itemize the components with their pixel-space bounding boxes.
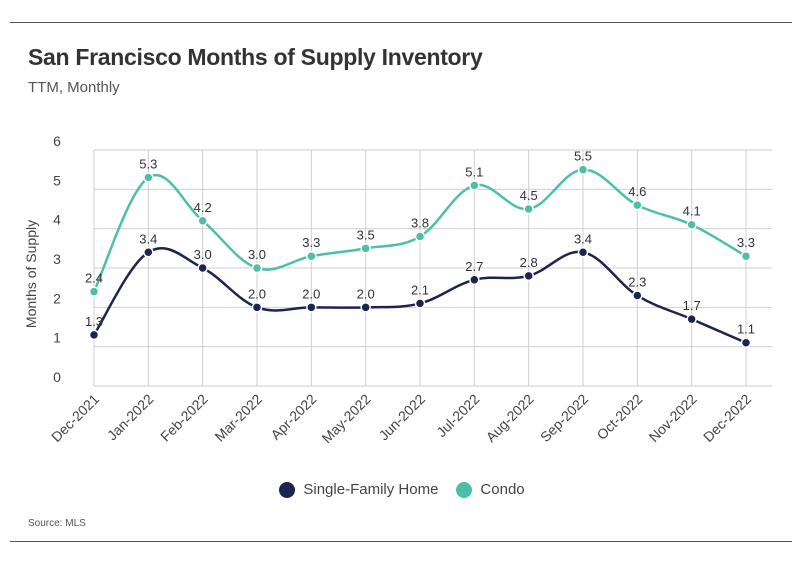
data-point-condo [360, 243, 371, 254]
data-label-condo: 5.1 [465, 164, 483, 179]
x-tick-label: May-2022 [318, 391, 373, 446]
data-label-sfh: 3.4 [574, 231, 592, 246]
data-label-condo: 3.3 [302, 235, 320, 250]
chart-title: San Francisco Months of Supply Inventory [28, 44, 483, 70]
data-label-condo: 4.2 [194, 200, 212, 215]
legend-swatch-condo [456, 481, 473, 498]
x-tick-label: Feb-2022 [157, 391, 211, 445]
data-label-sfh: 2.1 [411, 282, 429, 297]
data-label-sfh: 2.3 [628, 275, 646, 290]
y-tick-label: 3 [53, 251, 61, 267]
data-point-sfh [197, 262, 208, 274]
data-label-condo: 3.5 [357, 227, 375, 242]
data-label-condo: 3.3 [737, 235, 755, 250]
data-point-condo [686, 219, 697, 230]
data-label-condo: 4.6 [628, 184, 646, 199]
source-note: Source: MLS [28, 518, 86, 529]
data-label-sfh: 2.7 [465, 259, 483, 274]
data-label-condo: 3.0 [248, 247, 266, 262]
data-point-condo [523, 203, 534, 215]
y-tick-label: 1 [53, 330, 61, 346]
series-layer [88, 164, 752, 348]
data-label-sfh: 2.0 [357, 286, 375, 301]
data-point-sfh [686, 313, 697, 325]
x-tick-label: Dec-2022 [700, 391, 754, 445]
y-tick-label: 0 [53, 369, 61, 385]
x-tick-label: Oct-2022 [593, 391, 645, 443]
data-point-condo [251, 262, 263, 274]
bottom-rule [10, 541, 792, 542]
data-point-condo [143, 172, 154, 183]
x-tick-label: Dec-2021 [48, 391, 102, 445]
data-label-sfh: 3.4 [139, 231, 157, 246]
data-label-sfh: 1.3 [85, 314, 103, 329]
x-tick-label: Jul-2022 [433, 391, 482, 440]
data-label-condo: 4.1 [683, 204, 701, 219]
data-label-condo: 2.4 [85, 271, 103, 286]
data-label-sfh: 2.8 [520, 255, 538, 270]
data-point-condo [469, 180, 480, 191]
grid-lines [93, 149, 772, 387]
data-label-condo: 5.3 [139, 157, 157, 172]
data-point-condo [197, 215, 208, 227]
data-labels: 2.4 5.3 4.2 3.0 3.3 3.5 3.8 5.1 4.5 5.5 4.6 4.1 3.3 1… [85, 149, 755, 337]
data-point-sfh [143, 247, 154, 258]
data-label-condo: 5.5 [574, 149, 592, 164]
legend-swatch-sfh [279, 481, 296, 498]
top-rule [10, 22, 792, 23]
data-label-condo: 4.5 [520, 188, 538, 203]
legend-item-sfh[interactable]: Single-Family Home [279, 481, 438, 498]
data-label-sfh: 2.0 [248, 286, 266, 301]
data-label-sfh: 2.0 [302, 286, 320, 301]
legend-label-sfh: Single-Family Home [303, 481, 439, 498]
line-chart: 0 1 2 3 4 5 6 Months of Supply Dec-2021 Jan-202… [23, 133, 772, 446]
y-axis: 0 1 2 3 4 5 6 [53, 133, 61, 385]
data-point-sfh [88, 329, 100, 341]
data-label-sfh: 1.1 [737, 322, 755, 337]
data-point-condo [632, 199, 643, 211]
data-point-condo [414, 231, 426, 242]
data-point-sfh [306, 302, 317, 313]
x-tick-label: Jan-2022 [104, 391, 157, 444]
data-point-sfh [523, 270, 534, 282]
y-tick-label: 6 [53, 133, 61, 149]
data-point-sfh [632, 290, 643, 301]
x-axis: Dec-2021 Jan-2022 Feb-2022 Mar-2022 Apr-2022… [48, 391, 754, 446]
legend-label-condo: Condo [480, 481, 525, 498]
x-tick-label: Mar-2022 [211, 391, 265, 445]
data-point-sfh [414, 298, 426, 309]
y-tick-label: 4 [53, 212, 61, 228]
data-point-condo [740, 250, 752, 262]
x-tick-label: Aug-2022 [483, 391, 537, 445]
y-axis-label: Months of Supply [23, 220, 39, 328]
data-point-condo [88, 286, 100, 297]
y-tick-label: 5 [53, 172, 61, 188]
data-point-sfh [251, 302, 263, 313]
data-point-condo [306, 250, 317, 262]
data-point-sfh [360, 302, 371, 313]
data-point-condo [577, 164, 589, 175]
x-tick-label: Apr-2022 [267, 391, 319, 443]
chart-legend: Single-Family Home Condo [0, 481, 804, 498]
y-tick-label: 2 [53, 290, 61, 306]
chart-subtitle: TTM, Monthly [28, 79, 120, 96]
data-label-sfh: 3.0 [194, 247, 212, 262]
data-point-sfh [577, 247, 589, 258]
data-point-sfh [740, 337, 752, 348]
x-tick-label: Jun-2022 [376, 391, 429, 444]
x-tick-label: Sep-2022 [537, 391, 591, 445]
legend-item-condo[interactable]: Condo [456, 481, 525, 498]
x-tick-label: Nov-2022 [646, 391, 700, 445]
data-label-condo: 3.8 [411, 216, 429, 231]
data-point-sfh [469, 274, 480, 286]
data-label-sfh: 1.7 [683, 298, 701, 313]
